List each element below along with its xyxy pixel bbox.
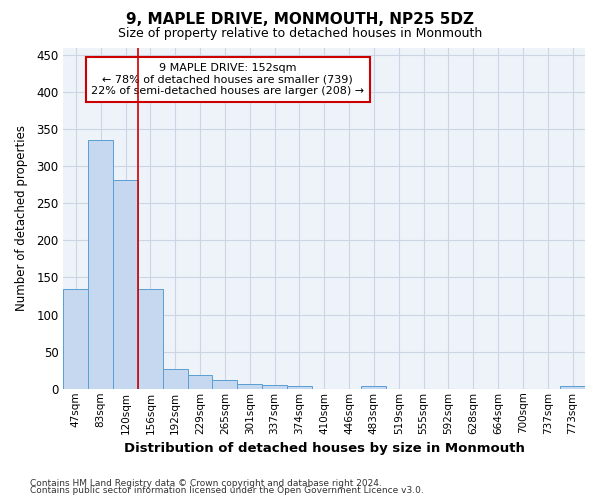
Text: 9, MAPLE DRIVE, MONMOUTH, NP25 5DZ: 9, MAPLE DRIVE, MONMOUTH, NP25 5DZ <box>126 12 474 28</box>
Bar <box>113 180 138 389</box>
Bar <box>88 140 113 389</box>
Text: Contains HM Land Registry data © Crown copyright and database right 2024.: Contains HM Land Registry data © Crown c… <box>30 478 382 488</box>
Text: Contains public sector information licensed under the Open Government Licence v3: Contains public sector information licen… <box>30 486 424 495</box>
Bar <box>361 386 386 389</box>
Bar <box>163 368 188 389</box>
Bar <box>262 385 287 389</box>
X-axis label: Distribution of detached houses by size in Monmouth: Distribution of detached houses by size … <box>124 442 524 455</box>
Bar <box>287 386 312 389</box>
Bar <box>212 380 237 389</box>
Bar <box>188 376 212 389</box>
Bar <box>64 288 88 389</box>
Y-axis label: Number of detached properties: Number of detached properties <box>15 125 28 311</box>
Bar <box>237 384 262 389</box>
Text: 9 MAPLE DRIVE: 152sqm
← 78% of detached houses are smaller (739)
22% of semi-det: 9 MAPLE DRIVE: 152sqm ← 78% of detached … <box>91 63 364 96</box>
Bar <box>560 386 585 389</box>
Text: Size of property relative to detached houses in Monmouth: Size of property relative to detached ho… <box>118 28 482 40</box>
Bar <box>138 290 163 389</box>
